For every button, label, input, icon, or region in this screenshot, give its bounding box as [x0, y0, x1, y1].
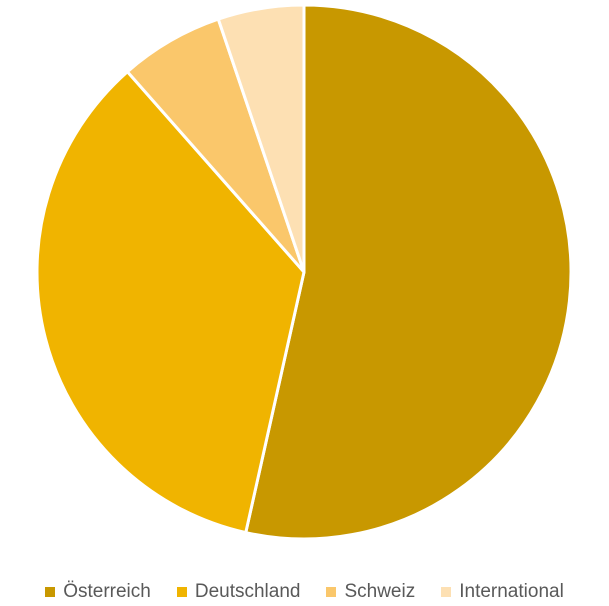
chart-legend: Österreich Deutschland Schweiz Internationa…	[0, 578, 609, 606]
legend-item-international: International	[441, 581, 564, 603]
pie-slice-deutschland	[35, 70, 306, 535]
pie-slice-international	[216, 3, 306, 274]
legend-label: International	[459, 581, 564, 602]
legend-swatch	[45, 587, 56, 597]
pie-slice-osterreich	[244, 3, 573, 541]
legend-swatch	[441, 587, 452, 597]
pie-chart-svg	[35, 3, 573, 541]
legend-label: Deutschland	[194, 581, 301, 602]
legend-label: Schweiz	[344, 581, 416, 602]
legend-label: Österreich	[63, 581, 151, 602]
legend-item-osterreich: Österreich	[45, 581, 151, 603]
legend-item-schweiz: Schweiz	[326, 581, 415, 603]
pie-chart	[35, 3, 573, 541]
legend-swatch	[326, 587, 337, 597]
legend-swatch	[176, 587, 187, 597]
legend-item-deutschland: Deutschland	[176, 581, 301, 603]
